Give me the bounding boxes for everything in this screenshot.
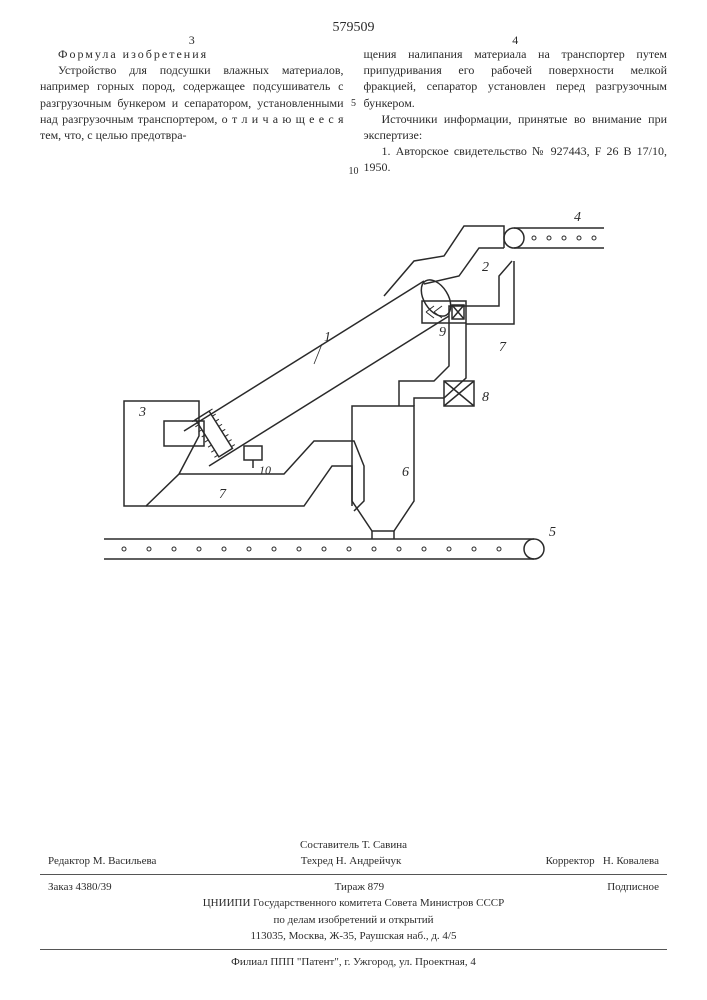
tirazh: Тираж 879 [335,879,385,896]
svg-text:7: 7 [219,487,227,502]
svg-text:7: 7 [499,340,507,355]
order: Заказ 4380/39 [48,879,112,896]
col-num-right: 4 [512,32,518,48]
line-marker-5: 5 [351,98,356,109]
column-left: 3 Формула изобретения Устройство для под… [40,46,344,176]
address: 113035, Москва, Ж-35, Раушская наб., д. … [40,928,667,945]
figure-svg: 4 2 1 [104,206,604,576]
svg-text:5: 5 [549,525,556,540]
col-num-left: 3 [189,32,195,48]
svg-text:3: 3 [138,405,146,420]
claim-text-right-1: щения налипания материала на транспортер… [364,46,668,111]
svg-text:1: 1 [324,330,331,345]
org-line-2: по делам изобретений и открытий [40,912,667,929]
hr-2 [40,949,667,950]
svg-text:10: 10 [259,463,271,477]
sources-heading: Источники информации, принятые во вниман… [364,111,668,143]
formula-heading: Формула изобретения [40,46,344,62]
source-item: 1. Авторское свидетельство № 927443, F 2… [364,143,668,175]
svg-text:4: 4 [574,210,581,225]
compiler-line: Составитель Т. Савина [40,837,667,854]
patent-number: 579509 [40,20,667,36]
line-marker-10: 10 [349,166,359,177]
svg-text:2: 2 [482,260,489,275]
editor: Редактор М. Васильева [48,853,156,870]
corrector: Корректор Н. Ковалева [546,853,659,870]
column-right: 4 щения налипания материала на транспорт… [364,46,668,176]
podpisnoe: Подписное [607,879,659,896]
claim-text-left: Устройство для подсушки влажных материал… [40,62,344,143]
hr-1 [40,874,667,875]
credits-row: Редактор М. Васильева Техред Н. Андрейчу… [40,853,667,870]
order-row: Заказ 4380/39 Тираж 879 Подписное [40,879,667,896]
org-line-1: ЦНИИПИ Государственного комитета Совета … [40,895,667,912]
svg-text:6: 6 [402,465,409,480]
branch: Филиал ППП "Патент", г. Ужгород, ул. Про… [40,954,667,971]
patent-figure: 4 2 1 [40,206,667,576]
text-columns: 5 10 3 Формула изобретения Устройство дл… [40,46,667,176]
svg-text:9: 9 [439,325,446,340]
svg-text:8: 8 [482,390,489,405]
techred: Техред Н. Андрейчук [301,853,402,870]
imprint-footer: Составитель Т. Савина Редактор М. Василь… [40,837,667,971]
patent-page: 579509 5 10 3 Формула изобретения Устрой… [0,0,707,596]
